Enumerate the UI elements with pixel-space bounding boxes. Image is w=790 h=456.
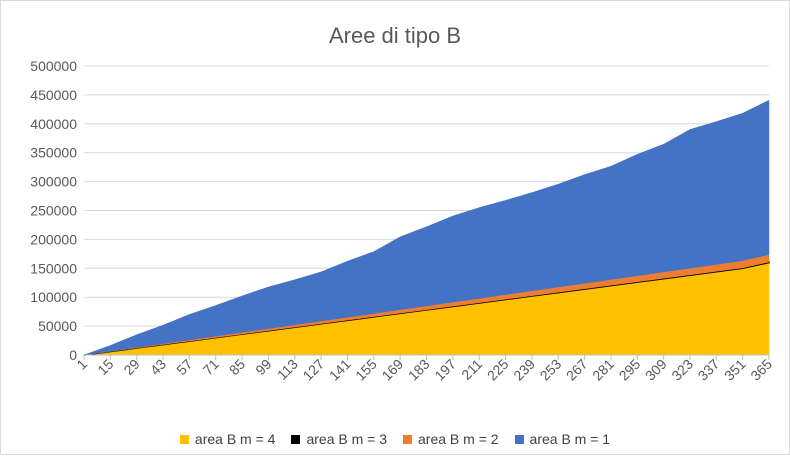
x-tick-label: 57 xyxy=(173,356,195,378)
legend-label: area B m = 3 xyxy=(306,431,387,447)
legend-item: area B m = 3 xyxy=(291,431,387,447)
x-tick-label: 309 xyxy=(642,356,670,384)
legend-item: area B m = 1 xyxy=(514,431,611,447)
legend-label: area B m = 2 xyxy=(418,431,499,447)
y-tick-label: 0 xyxy=(69,347,77,363)
x-tick-label: 169 xyxy=(378,356,406,384)
legend-label: area B m = 1 xyxy=(529,431,611,447)
x-tick-label: 365 xyxy=(747,356,775,384)
y-tick-label: 200000 xyxy=(30,231,77,247)
x-tick-label: 183 xyxy=(405,356,433,384)
x-tick-label: 211 xyxy=(458,356,485,383)
x-tick-label: 239 xyxy=(510,356,538,384)
y-tick-label: 500000 xyxy=(30,58,77,74)
x-tick-label: 267 xyxy=(563,356,591,384)
y-tick-label: 100000 xyxy=(30,289,77,305)
y-tick-label: 400000 xyxy=(30,116,77,132)
x-tick-label: 43 xyxy=(147,356,169,378)
x-tick-label: 71 xyxy=(200,356,222,378)
x-tick-label: 253 xyxy=(537,356,565,384)
x-tick-label: 295 xyxy=(616,356,644,384)
x-tick-label: 197 xyxy=(431,356,459,384)
legend-swatch xyxy=(514,434,524,444)
chart-title: Aree di tipo B xyxy=(328,23,462,48)
legend-item: area B m = 4 xyxy=(179,431,276,447)
legend-swatch xyxy=(291,434,301,444)
area-series xyxy=(83,99,770,356)
x-tick-label: 99 xyxy=(252,356,274,378)
x-tick-label: 281 xyxy=(589,356,617,384)
y-tick-label: 250000 xyxy=(30,203,77,219)
x-tick-label: 1 xyxy=(73,356,90,373)
legend-swatch xyxy=(403,434,412,444)
x-tick-label: 155 xyxy=(352,356,380,384)
x-tick-label: 323 xyxy=(668,356,696,384)
x-tick-label: 15 xyxy=(94,356,116,378)
y-tick-label: 50000 xyxy=(38,318,77,334)
area-series-4 xyxy=(83,99,770,356)
x-tick-label: 225 xyxy=(484,356,512,384)
x-tick-label: 337 xyxy=(695,356,723,384)
x-tick-label: 351 xyxy=(721,356,749,384)
y-tick-label: 150000 xyxy=(30,260,77,276)
legend-label: area B m = 4 xyxy=(194,431,276,447)
y-tick-label: 450000 xyxy=(30,87,77,103)
legend-swatch xyxy=(179,434,189,444)
legend-item: area B m = 2 xyxy=(403,431,499,447)
x-tick-label: 29 xyxy=(120,356,142,378)
y-tick-label: 350000 xyxy=(30,145,77,161)
x-tick-label: 127 xyxy=(299,356,327,384)
legend: area B m = 4 area B m = 3 area B m = 2 area… xyxy=(1,431,789,447)
x-tick-label: 141 xyxy=(326,356,354,384)
y-tick-label: 300000 xyxy=(30,174,77,190)
x-tick-label: 85 xyxy=(226,356,248,378)
x-tick-label: 113 xyxy=(274,356,301,383)
